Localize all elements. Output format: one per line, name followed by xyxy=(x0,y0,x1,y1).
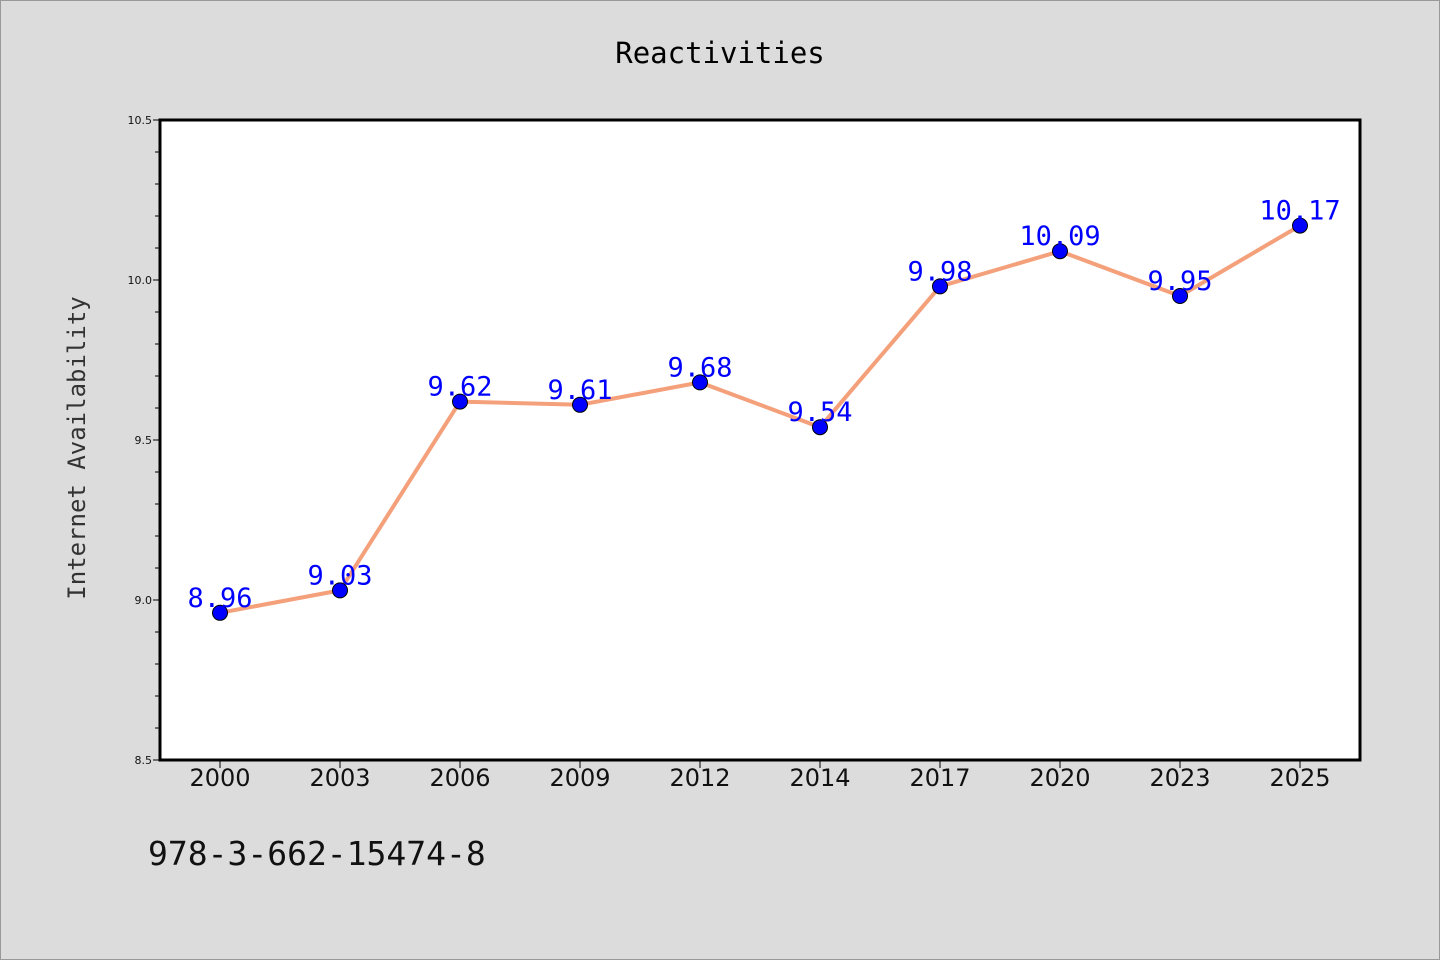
data-label: 8.96 xyxy=(187,583,252,614)
footnote: 978-3-662-15474-8 xyxy=(148,834,486,873)
y-axis: 8.5 9.0 9.5 10.0 10.5 xyxy=(128,114,160,767)
data-label: 9.98 xyxy=(907,256,972,287)
data-point xyxy=(1052,243,1068,260)
x-tick-label: 2012 xyxy=(669,764,730,792)
chart-title: Reactivities xyxy=(615,36,825,70)
y-tick-label: 8.5 xyxy=(135,754,153,767)
data-label: 10.17 xyxy=(1259,196,1340,227)
x-tick-label: 2000 xyxy=(189,764,250,792)
x-tick-label: 2009 xyxy=(549,764,610,792)
x-axis: 2000 2003 2006 2009 2012 2014 2017 2020 2023 2025 xyxy=(189,760,1331,792)
data-point xyxy=(1292,217,1308,234)
y-tick-label: 9.0 xyxy=(135,594,153,607)
data-label: 9.03 xyxy=(307,560,372,591)
data-point xyxy=(932,278,948,295)
data-point xyxy=(452,393,468,410)
x-tick-label: 2023 xyxy=(1149,764,1210,792)
data-point xyxy=(332,582,348,599)
data-point xyxy=(1172,288,1188,304)
data-label: 10.09 xyxy=(1019,221,1100,252)
data-point xyxy=(572,396,588,413)
plot-area xyxy=(160,120,1360,760)
x-tick-label: 2006 xyxy=(429,764,490,792)
y-tick-label: 10.5 xyxy=(128,114,153,127)
data-label: 9.62 xyxy=(427,372,492,403)
y-tick-label: 9.5 xyxy=(135,434,153,447)
data-label: 9.54 xyxy=(787,397,852,428)
x-tick-label: 2020 xyxy=(1029,764,1090,792)
data-point xyxy=(212,604,228,621)
y-tick-label: 10.0 xyxy=(128,274,153,287)
series-line xyxy=(218,223,1302,615)
data-label: 9.61 xyxy=(547,375,612,406)
data-point xyxy=(812,419,828,436)
data-label: 9.68 xyxy=(667,352,732,383)
y-axis-label: Internet Availability xyxy=(63,296,91,599)
data-label: 9.95 xyxy=(1147,266,1212,297)
x-tick-label: 2003 xyxy=(309,764,370,792)
x-tick-label: 2017 xyxy=(909,764,970,792)
series-layer: 8.96 9.03 9.62 9.61 9.68 9.54 9.98 10.09 9.95 10.… xyxy=(187,196,1341,621)
plot-frame xyxy=(158,118,1362,762)
x-tick-label: 2014 xyxy=(789,764,850,792)
x-tick-label: 2025 xyxy=(1269,764,1330,792)
data-point xyxy=(692,374,708,391)
